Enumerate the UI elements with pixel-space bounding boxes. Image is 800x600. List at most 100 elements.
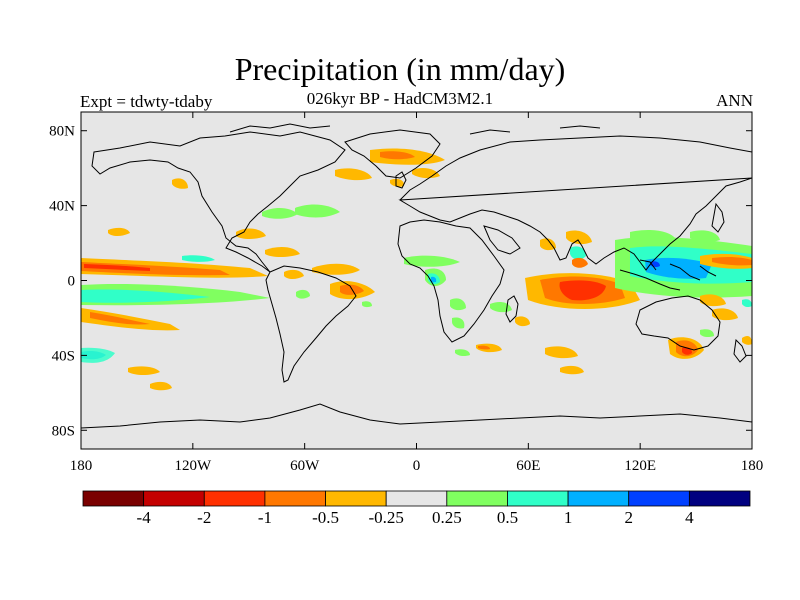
coast-arabia bbox=[483, 225, 521, 255]
patch-bay-bengal-orange bbox=[566, 230, 592, 245]
lon-tick-label: 120E bbox=[624, 458, 656, 474]
coast-arctic-islands bbox=[229, 123, 601, 135]
map-axes: 80N 40N 0 40S 80S 180 120W 60W 0 60E 120E 180 bbox=[49, 112, 763, 474]
coast-greenland bbox=[344, 129, 441, 179]
patch-nordic-orange bbox=[335, 168, 372, 181]
patch-aus-green bbox=[700, 329, 714, 338]
patch-sw-indian-orange bbox=[545, 346, 578, 359]
lat-tick-label: 40N bbox=[49, 199, 75, 215]
patch-gulf-orange bbox=[236, 228, 266, 239]
precip-anomaly-patches bbox=[81, 148, 752, 391]
patch-madagascar-orange bbox=[515, 316, 530, 327]
coast-antarctica bbox=[81, 403, 752, 429]
lat-tick-label: 0 bbox=[68, 274, 76, 290]
patch-caribbean-green bbox=[262, 208, 298, 219]
season-label: ANN bbox=[716, 91, 753, 110]
patch-pacific-itcz-red bbox=[81, 262, 230, 276]
patch-wpac-red-n bbox=[712, 256, 752, 266]
patch-india-red bbox=[572, 257, 588, 268]
patch-caribbean-orange bbox=[265, 246, 300, 257]
colorbar-swatch bbox=[82, 490, 145, 507]
colorbar-swatch bbox=[507, 490, 569, 507]
experiment-label: Expt = tdwty-tdaby bbox=[80, 92, 213, 111]
patch-wpac-blue bbox=[645, 257, 712, 279]
patch-alaska-orange bbox=[172, 178, 188, 189]
patch-amazon-orange bbox=[284, 269, 304, 279]
patch-s-pac-cyan bbox=[742, 299, 752, 308]
colorbar-swatch bbox=[446, 490, 508, 507]
patch-north-pacific-orange bbox=[108, 227, 130, 236]
coast-africa bbox=[397, 219, 505, 343]
coast-north-america bbox=[91, 131, 346, 273]
colorbar-label: -1 bbox=[258, 508, 272, 527]
patch-europe-orange bbox=[390, 178, 405, 187]
patch-sahel-green bbox=[404, 255, 460, 267]
colorbar-swatch bbox=[688, 490, 751, 507]
patch-e-africa-green bbox=[450, 298, 466, 311]
colorbar: -4 -2 -1 -0.5 -0.25 0.25 0.5 1 2 4 bbox=[82, 490, 751, 527]
colorbar-label: -2 bbox=[197, 508, 211, 527]
patch-nz-orange bbox=[742, 336, 752, 345]
lon-tick-label: 60E bbox=[516, 458, 540, 474]
patch-s-ocean-orange-2 bbox=[150, 381, 172, 391]
patch-pacific-cyan-1 bbox=[182, 255, 215, 262]
lon-tick-label: 120W bbox=[174, 458, 212, 474]
patch-china-green bbox=[630, 230, 675, 242]
colorbar-swatch bbox=[385, 490, 448, 507]
coast-new-zealand bbox=[733, 338, 747, 363]
colorbar-swatch bbox=[628, 490, 690, 507]
patch-s-africa-green bbox=[452, 317, 465, 329]
patch-indian-darkred bbox=[559, 280, 606, 301]
lon-tick-label: 0 bbox=[413, 458, 421, 474]
patch-pacific-itcz-core bbox=[84, 264, 150, 271]
patch-southern-green bbox=[362, 301, 372, 308]
coastlines bbox=[81, 123, 752, 429]
patch-nw-pac-green bbox=[690, 230, 720, 243]
patch-s-ocean-orange-1 bbox=[560, 365, 584, 375]
map-title: Precipitation (in mm/day) bbox=[234, 51, 566, 87]
coast-south-america bbox=[265, 265, 357, 383]
patch-pacific-south-cyan bbox=[81, 289, 210, 303]
lat-tick-label: 40S bbox=[52, 348, 75, 364]
coast-madagascar bbox=[505, 295, 519, 323]
colorbar-label: -4 bbox=[137, 508, 152, 527]
colorbar-label: 4 bbox=[685, 508, 694, 527]
lat-tick-label: 80N bbox=[49, 124, 75, 140]
patch-south-pacific-orange2 bbox=[128, 366, 160, 375]
coast-britain bbox=[395, 171, 407, 189]
patch-pacific-south-red bbox=[90, 312, 150, 325]
patch-bay-bengal-cyan bbox=[570, 246, 586, 260]
colorbar-swatch bbox=[203, 490, 266, 507]
lat-tick-label: 80S bbox=[52, 423, 75, 439]
patch-atlantic-green bbox=[295, 204, 340, 218]
patch-pacific-south-orange bbox=[81, 308, 180, 331]
patch-png-orange bbox=[700, 294, 726, 307]
patch-south-pacific-cyan2 bbox=[81, 347, 115, 363]
coast-australia bbox=[635, 295, 721, 351]
patch-greenland-red bbox=[380, 151, 415, 160]
coast-eurasia bbox=[398, 135, 752, 271]
patch-s-america-green bbox=[296, 289, 310, 299]
colorbar-swatch bbox=[325, 490, 387, 507]
colorbar-label: 0.25 bbox=[432, 508, 462, 527]
coast-japan bbox=[711, 202, 725, 233]
map-subtitle: 026kyr BP - HadCM3M2.1 bbox=[306, 89, 494, 108]
lon-tick-label: 60W bbox=[290, 458, 320, 474]
colorbar-label: -0.5 bbox=[312, 508, 339, 527]
colorbar-swatch bbox=[264, 490, 326, 507]
patch-congo-blue bbox=[431, 276, 437, 283]
colorbar-label: 1 bbox=[564, 508, 573, 527]
colorbar-swatch bbox=[567, 490, 630, 507]
patch-atlantic-itcz-orange bbox=[312, 263, 360, 275]
coast-indonesia bbox=[619, 259, 717, 291]
lon-tick-label: 180 bbox=[70, 458, 93, 474]
patch-arabian-orange bbox=[540, 238, 556, 251]
colorbar-label: -0.25 bbox=[368, 508, 403, 527]
patch-s-atlantic-red bbox=[478, 345, 490, 350]
colorbar-swatch bbox=[143, 490, 205, 507]
patch-s-atlantic-green bbox=[455, 349, 470, 357]
colorbar-label: 0.5 bbox=[497, 508, 518, 527]
colorbar-label: 2 bbox=[624, 508, 633, 527]
patch-coral-orange bbox=[712, 308, 738, 321]
